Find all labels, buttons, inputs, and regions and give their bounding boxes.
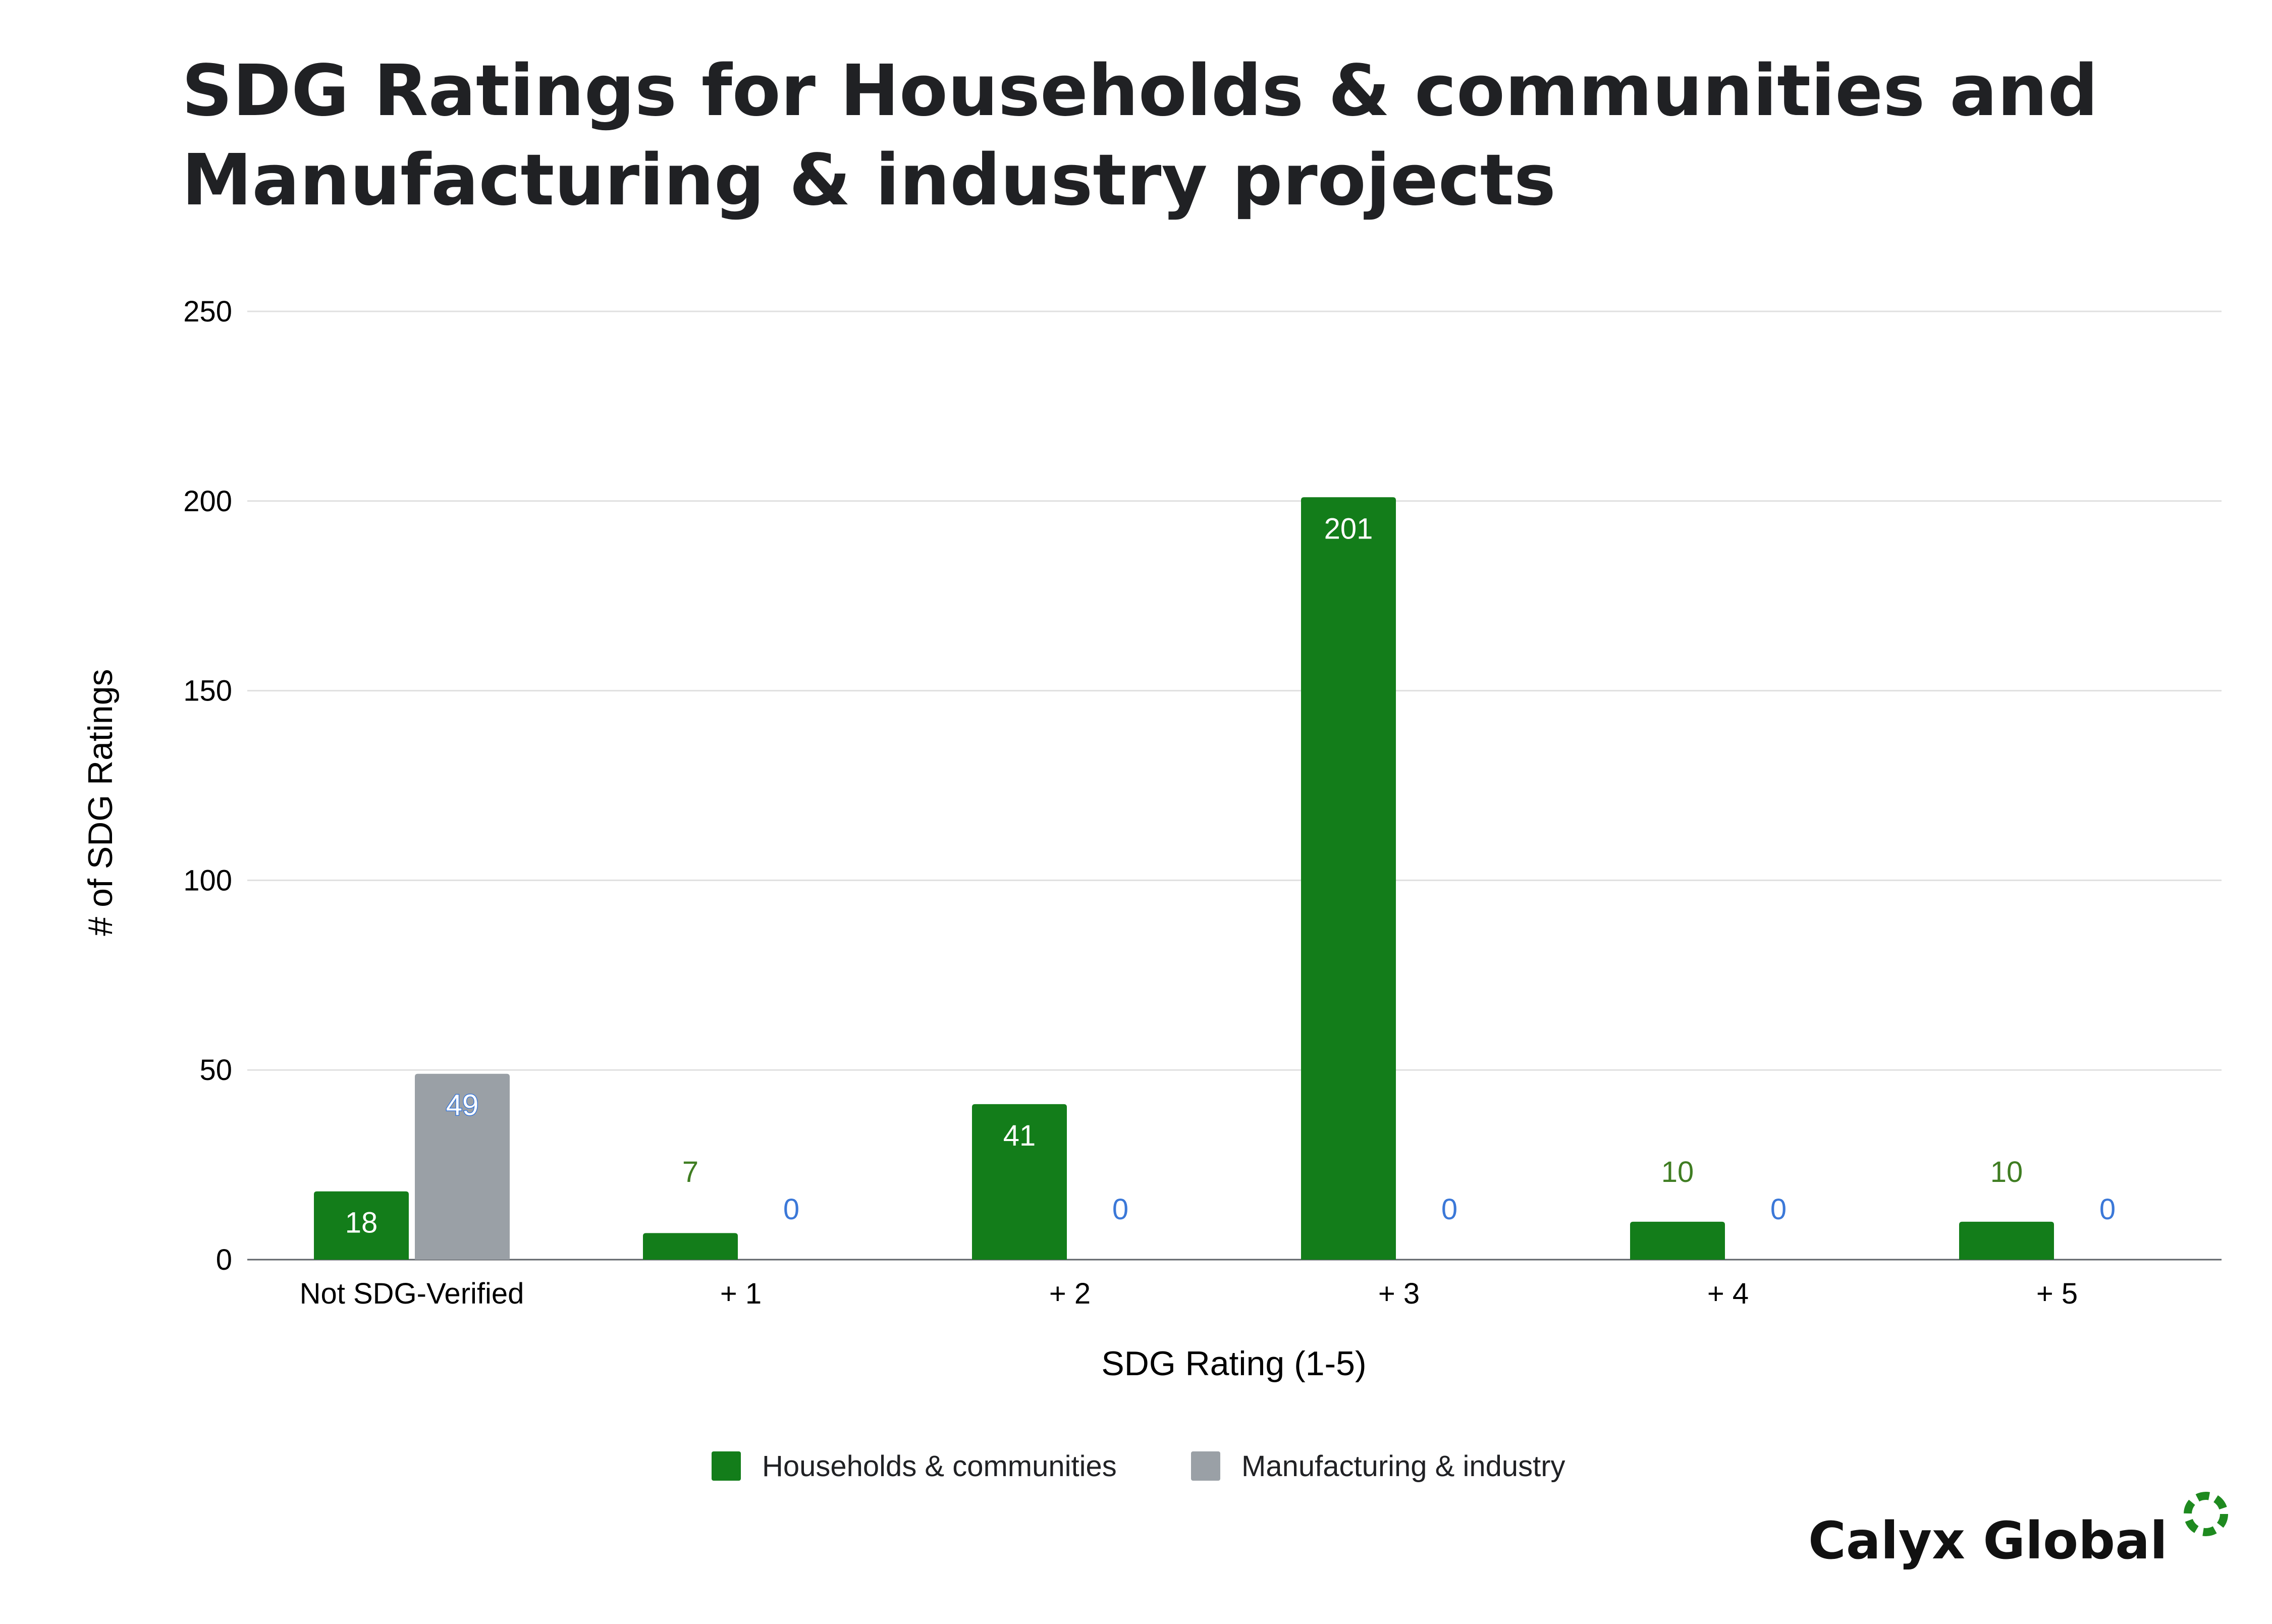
chart-title: SDG Ratings for Households & communities…	[182, 50, 2098, 222]
data-label: 0	[1770, 1193, 1787, 1226]
legend-label: Manufacturing & industry	[1241, 1450, 1565, 1483]
data-label: 201	[1324, 512, 1373, 545]
data-label: 10	[1661, 1156, 1694, 1188]
x-tick-label: + 1	[720, 1277, 762, 1310]
y-tick-label: 200	[183, 485, 232, 518]
y-axis-title: # of SDG Ratings	[81, 669, 120, 936]
legend-swatch	[712, 1451, 741, 1481]
x-axis-ticks: Not SDG-Verified + 1 + 2 + 3 + 4 + 5	[300, 1277, 2078, 1310]
dashed-ring-logo-icon	[2184, 1492, 2228, 1536]
data-label: 41	[1003, 1119, 1036, 1152]
chart-title-line-1: SDG Ratings for Households & communities…	[182, 50, 2098, 132]
gridlines	[247, 310, 2222, 1261]
x-tick-label: + 4	[1707, 1277, 1749, 1310]
bar-households	[1301, 497, 1396, 1260]
legend-label: Households & communities	[762, 1450, 1117, 1483]
brand-logo: Calyx Global	[1808, 1492, 2228, 1571]
y-tick-label: 100	[183, 864, 232, 897]
chart-title-line-2: Manufacturing & industry projects	[182, 139, 1556, 222]
data-label: 18	[345, 1207, 378, 1239]
bar-households	[1630, 1221, 1725, 1260]
data-label: 49	[446, 1089, 479, 1122]
data-label: 0	[783, 1193, 799, 1226]
y-tick-label: 0	[216, 1243, 232, 1276]
y-axis-ticks: 0 50 100 150 200 250	[183, 295, 232, 1276]
x-axis-title: SDG Rating (1-5)	[1101, 1344, 1366, 1383]
data-label: 0	[1112, 1193, 1128, 1226]
brand-name: Calyx Global	[1808, 1511, 2168, 1571]
x-tick-label: Not SDG-Verified	[300, 1277, 524, 1310]
data-label: 0	[2099, 1193, 2116, 1226]
data-label: 0	[1441, 1193, 1457, 1226]
bar-households	[643, 1233, 738, 1260]
y-tick-label: 150	[183, 675, 232, 708]
bar-manufacturing	[415, 1073, 510, 1260]
bar-households	[314, 1191, 409, 1260]
x-tick-label: + 5	[2036, 1277, 2078, 1310]
data-labels: 18 49 7 0 41 0 201 0 10 0 10 0	[345, 512, 2116, 1239]
x-tick-label: + 3	[1378, 1277, 1420, 1310]
data-label: 10	[1990, 1156, 2023, 1188]
y-tick-label: 50	[199, 1054, 232, 1087]
bars	[314, 497, 2054, 1260]
x-tick-label: + 2	[1049, 1277, 1091, 1310]
data-label: 7	[682, 1156, 698, 1188]
bar-households	[1959, 1221, 2054, 1260]
bar-households	[972, 1104, 1067, 1260]
legend: Households & communities Manufacturing & …	[712, 1450, 1565, 1483]
y-tick-label: 250	[183, 295, 232, 328]
legend-swatch	[1191, 1451, 1220, 1481]
